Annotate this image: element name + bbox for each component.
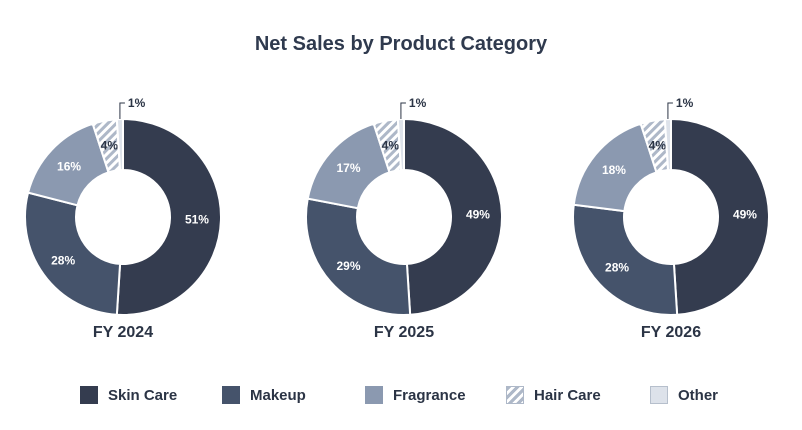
data-label-hair-care-fy-2026: 4% [649, 138, 667, 152]
data-label-fragrance-fy-2025: 17% [336, 161, 360, 175]
donut-slice-other-fy-2025 [396, 117, 405, 172]
donut-slice-makeup-fy-2025 [305, 197, 412, 316]
legend-swatch-fragrance [365, 386, 383, 404]
legend-label-fragrance: Fragrance [393, 386, 466, 404]
data-label-makeup-fy-2026: 28% [605, 261, 629, 275]
data-label-makeup-fy-2025: 29% [336, 259, 360, 273]
legend-item-hair-care: Hair Care [506, 386, 601, 404]
chart-label-fy-2025: FY 2025 [374, 324, 434, 341]
data-label-other-fy-2026: 1% [676, 96, 694, 110]
legend: Skin Care Makeup Fragrance Hair Care Other [0, 386, 802, 408]
legend-label-other: Other [678, 386, 719, 404]
leader-line-fy-2025 [400, 102, 406, 120]
chart-label-fy-2024: FY 2024 [93, 324, 153, 341]
legend-label-hair-care: Hair Care [534, 386, 601, 404]
donut-slice-skin-care-fy-2026 [670, 117, 770, 316]
data-label-other-fy-2024: 1% [128, 96, 146, 110]
legend-label-skin-care: Skin Care [108, 386, 178, 404]
legend-swatch-skin-care [80, 386, 98, 404]
legend-item-other: Other [650, 386, 718, 404]
donut-slice-skin-care-fy-2024 [115, 117, 222, 316]
legend-item-makeup: Makeup [222, 386, 306, 404]
data-label-hair-care-fy-2025: 4% [382, 138, 400, 152]
legend-label-makeup: Makeup [250, 386, 306, 404]
data-label-makeup-fy-2024: 28% [51, 253, 75, 267]
data-label-fragrance-fy-2026: 18% [602, 163, 626, 177]
legend-item-fragrance: Fragrance [365, 386, 466, 404]
chart-label-fy-2026: FY 2026 [641, 324, 701, 341]
donut-slice-other-fy-2026 [663, 117, 672, 172]
data-label-other-fy-2025: 1% [409, 96, 427, 110]
donut-slice-makeup-fy-2024 [24, 191, 122, 316]
data-label-skin-care-fy-2024: 51% [185, 212, 209, 226]
donut-slice-makeup-fy-2026 [572, 203, 679, 316]
legend-swatch-other [650, 386, 668, 404]
legend-swatch-makeup [222, 386, 240, 404]
donut-slice-other-fy-2024 [115, 117, 124, 172]
data-label-skin-care-fy-2026: 49% [733, 208, 757, 222]
legend-swatch-hair-care [506, 386, 524, 404]
donut-charts: 51% 28% 16% 4% 1% FY 2024 49% 29% 17% 4% 1% FY 2025… [24, 96, 770, 341]
leader-line-fy-2026 [667, 102, 673, 120]
donut-slice-skin-care-fy-2025 [403, 117, 503, 316]
data-label-hair-care-fy-2024: 4% [101, 138, 119, 152]
chart-title: Net Sales by Product Category [254, 33, 548, 55]
data-label-fragrance-fy-2024: 16% [57, 159, 81, 173]
data-label-skin-care-fy-2025: 49% [466, 208, 490, 222]
leader-line-fy-2024 [119, 102, 125, 120]
legend-item-skin-care: Skin Care [80, 386, 177, 404]
